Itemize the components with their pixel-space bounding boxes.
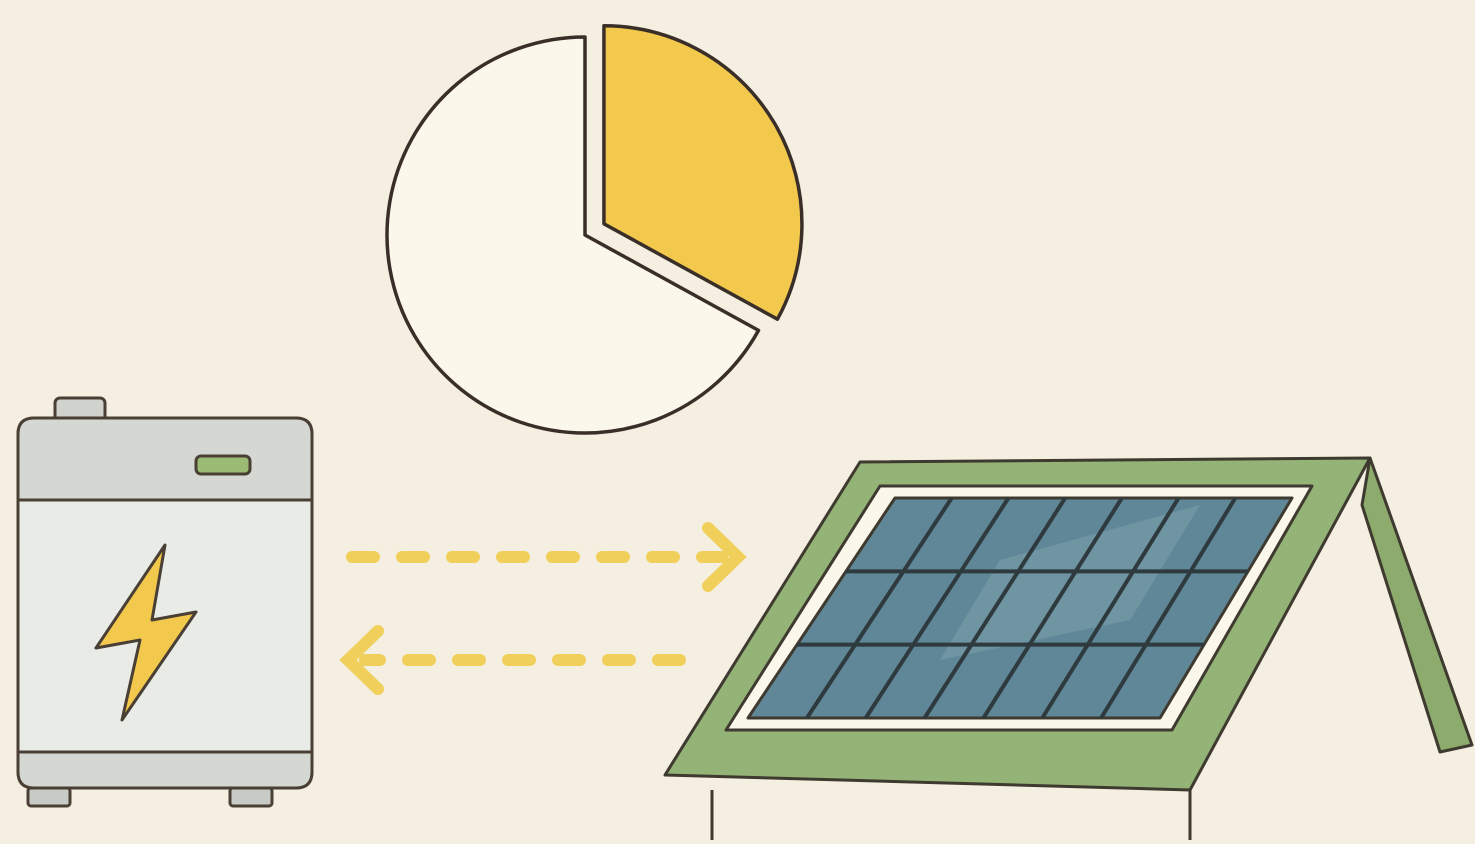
panel-cell-line xyxy=(1099,496,1237,720)
battery-indicator xyxy=(194,454,252,476)
battery-foot xyxy=(228,786,274,808)
lightning-bolt xyxy=(94,543,198,722)
battery xyxy=(16,396,314,808)
pie-chart xyxy=(385,24,804,435)
panel-cell-line xyxy=(864,496,1011,720)
pie-slice xyxy=(385,35,761,435)
panel-cell-line xyxy=(1040,496,1181,720)
battery-base xyxy=(16,750,314,790)
arrow-head xyxy=(339,625,384,695)
roof xyxy=(663,456,1474,840)
arrow-head xyxy=(702,522,747,592)
roof-gable xyxy=(1360,456,1474,754)
panel-cell-line xyxy=(981,496,1124,720)
flow-arrows xyxy=(339,522,747,695)
panel-grid xyxy=(797,496,1248,720)
panel-cell-line xyxy=(805,496,954,720)
battery-top xyxy=(16,416,314,502)
panel-cell-line xyxy=(922,496,1067,720)
battery-foot xyxy=(26,786,72,808)
pie-slice xyxy=(602,24,804,321)
